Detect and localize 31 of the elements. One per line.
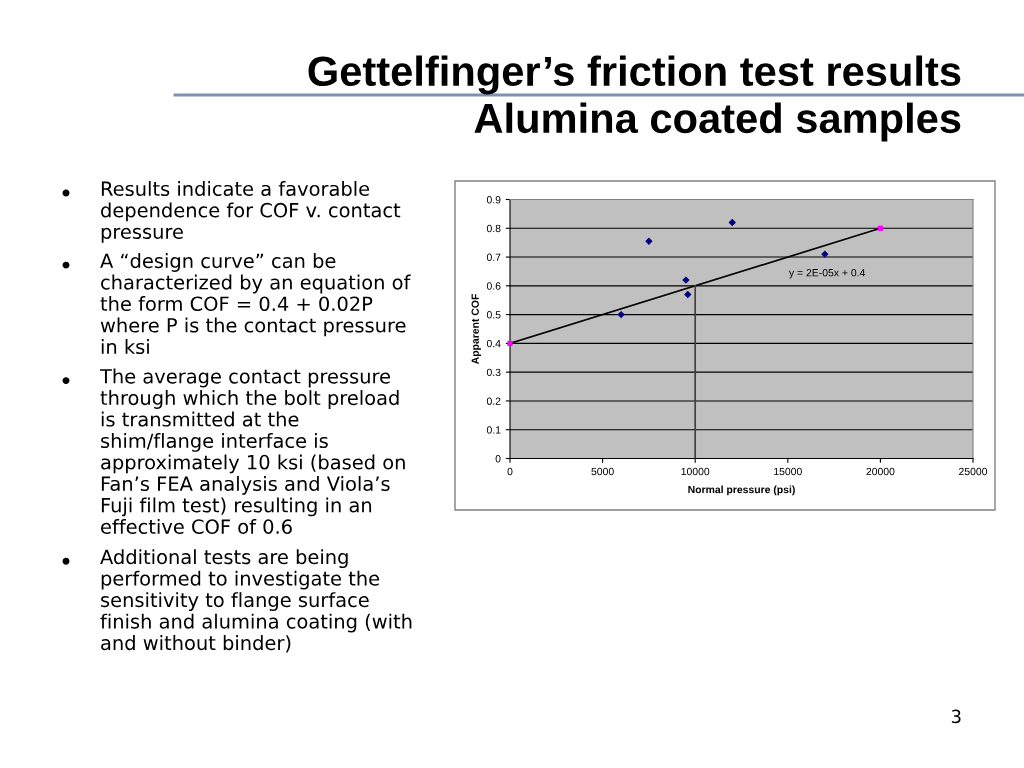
- point: [821, 250, 829, 258]
- x-tick-label: 5000: [591, 467, 614, 476]
- x-tick-label: 20000: [866, 467, 895, 476]
- y-tick-label: 0.4: [486, 339, 501, 348]
- y-axis-title: Apparent COF: [471, 294, 481, 365]
- text: The average contact pressure through which the bolt preload is transmitted at the shim/flange interface is approximately 10 ksi (based on Fan’s FEA analysis and Viola’s Fuji film test) resulting in an effective COF of 0.6: [99, 368, 405, 534]
- text: Additional tests are being performed to investigate the sensitivity to flange surface finish and alumina coating (with and without binder): [100, 549, 412, 653]
- x-tick-label: 0: [507, 467, 513, 476]
- text: 3: [951, 709, 961, 724]
- annotation: y = 2E-05x + 0.4: [788, 268, 866, 279]
- chart-title: Gettelfinger’s friction test results: [308, 55, 961, 95]
- text: A “design curve” can be characterized by an equation of the form COF = 0.4 + 0.02P where P is the contact pressure in ksi: [100, 253, 411, 355]
- y-tick-label: 0.5: [486, 311, 501, 319]
- x-tick-label: 10000: [681, 467, 710, 476]
- y-tick-label: 0.3: [486, 368, 501, 377]
- point: [684, 290, 692, 299]
- y-tick-label: 0: [495, 455, 501, 463]
- y-tick-label: 0.9: [486, 196, 501, 204]
- chart-subtitle: Alumina coated samples: [474, 102, 961, 142]
- x-tick-label: 25000: [959, 467, 988, 476]
- y-tick-label: 0.1: [486, 426, 501, 434]
- y-tick-label: 0.6: [486, 282, 501, 290]
- x-tick-label: 15000: [774, 467, 802, 476]
- y-tick-label: 0.2: [486, 397, 501, 405]
- point: [728, 218, 736, 227]
- text: Results indicate a favorable dependence for COF v. contact pressure: [101, 181, 401, 243]
- x-axis-title: Normal pressure (psi): [688, 485, 795, 496]
- point: [877, 225, 883, 231]
- y-tick-label: 0.7: [486, 253, 501, 261]
- y-tick-label: 0.8: [486, 224, 501, 233]
- point: [617, 310, 625, 319]
